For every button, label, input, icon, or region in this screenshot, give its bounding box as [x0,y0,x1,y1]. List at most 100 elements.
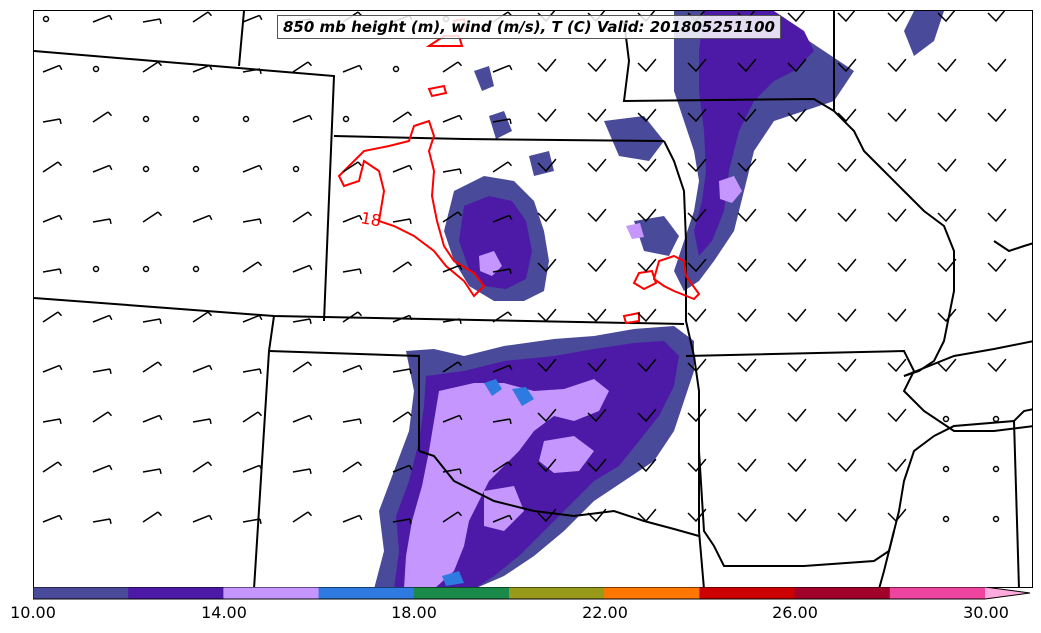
wind-barb [637,308,657,323]
state-border [253,315,275,587]
wind-barb [42,161,63,173]
colorbar [33,587,1031,600]
state-border [993,240,1032,253]
wind-barb [192,311,213,323]
wind-barb [442,264,463,273]
wind-barb [687,358,707,373]
wind-barb [587,358,607,373]
wind-barb [442,361,463,373]
shading-strong-region [484,486,524,531]
wind-barb [737,158,757,173]
wind-barb [342,311,363,323]
moisture-shading [374,11,944,587]
isotherm-contour [622,311,640,325]
wind-barb [342,418,362,425]
colorbar-segment [128,587,224,599]
wind-barb [637,258,657,273]
wind-barb [492,161,513,173]
wind-barb [42,214,63,223]
calm-wind-marker [242,115,250,123]
wind-barb [92,464,113,473]
wind-barb [787,11,806,23]
wind-barb [937,158,957,173]
wind-barb [637,208,657,223]
wind-barb [537,408,557,423]
wind-barb [587,308,607,323]
calm-wind-marker [992,465,1000,473]
wind-barb [987,11,1006,23]
wind-barb [142,318,162,325]
wind-barb [887,508,907,523]
colorbar-tick-label: 10.00 [10,603,56,622]
wind-barb [42,461,63,473]
wind-barb [242,518,262,525]
wind-barb [787,408,807,423]
wind-barb [787,508,807,523]
calm-wind-marker [942,415,950,423]
wind-barb [42,311,63,323]
wind-barb [987,358,1007,373]
wind-barb [492,418,512,425]
wind-barb [737,408,757,423]
shading-light-region [474,66,494,91]
state-border [238,11,245,67]
calm-wind-marker [142,165,150,173]
wind-barb [837,308,857,323]
wind-barb [837,58,857,73]
wind-barb [787,308,807,323]
state-border [622,20,955,377]
wind-barb [937,258,957,273]
wind-barb [192,364,213,373]
wind-barb [342,214,363,223]
wind-barb [837,208,857,223]
wind-barb [537,258,557,273]
wind-barb [787,208,807,223]
wind-barb [92,111,113,123]
shading-blue-region [442,571,464,586]
wind-barb [242,164,263,173]
wind-barb [92,218,112,225]
colorbar-segment [889,587,986,599]
wind-barb [637,108,657,123]
wind-barb [687,108,707,123]
wind-barb [587,508,607,523]
shading-blue-region [512,387,534,406]
wind-barb [537,508,557,523]
colorbar-tick-label: 18.00 [391,603,437,622]
wind-barb [142,361,163,373]
wind-barb [492,364,513,373]
state-border [34,297,685,325]
wind-barb [442,114,463,123]
wind-barb [192,514,213,523]
wind-barbs [42,11,1007,525]
wind-barb [442,168,462,175]
isotherm-contour [337,119,486,298]
wind-barb [142,468,162,475]
wind-barb [42,268,62,275]
wind-barb [92,518,112,525]
calm-wind-marker [142,265,150,273]
wind-barb [342,161,363,173]
wind-barb [987,58,1007,73]
wind-barb [492,64,513,73]
wind-barb [42,364,63,373]
contour-label: 18 [359,208,382,230]
wind-barb [587,458,607,473]
wind-barb [837,108,857,123]
colorbar-segment [33,587,129,599]
wind-barb [192,214,213,223]
state-border [878,530,895,587]
wind-barb [342,364,363,373]
wind-barb [687,58,707,73]
wind-barb [737,258,757,273]
wind-barb [492,214,513,223]
wind-barb [537,458,557,473]
map-panel: 18 [33,10,1033,588]
wind-barb [737,108,757,123]
wind-barb [142,511,163,523]
wind-barb [937,358,957,373]
wind-barb [192,11,213,23]
state-border [34,50,336,322]
wind-barb [492,311,513,323]
wind-barb [242,68,262,75]
